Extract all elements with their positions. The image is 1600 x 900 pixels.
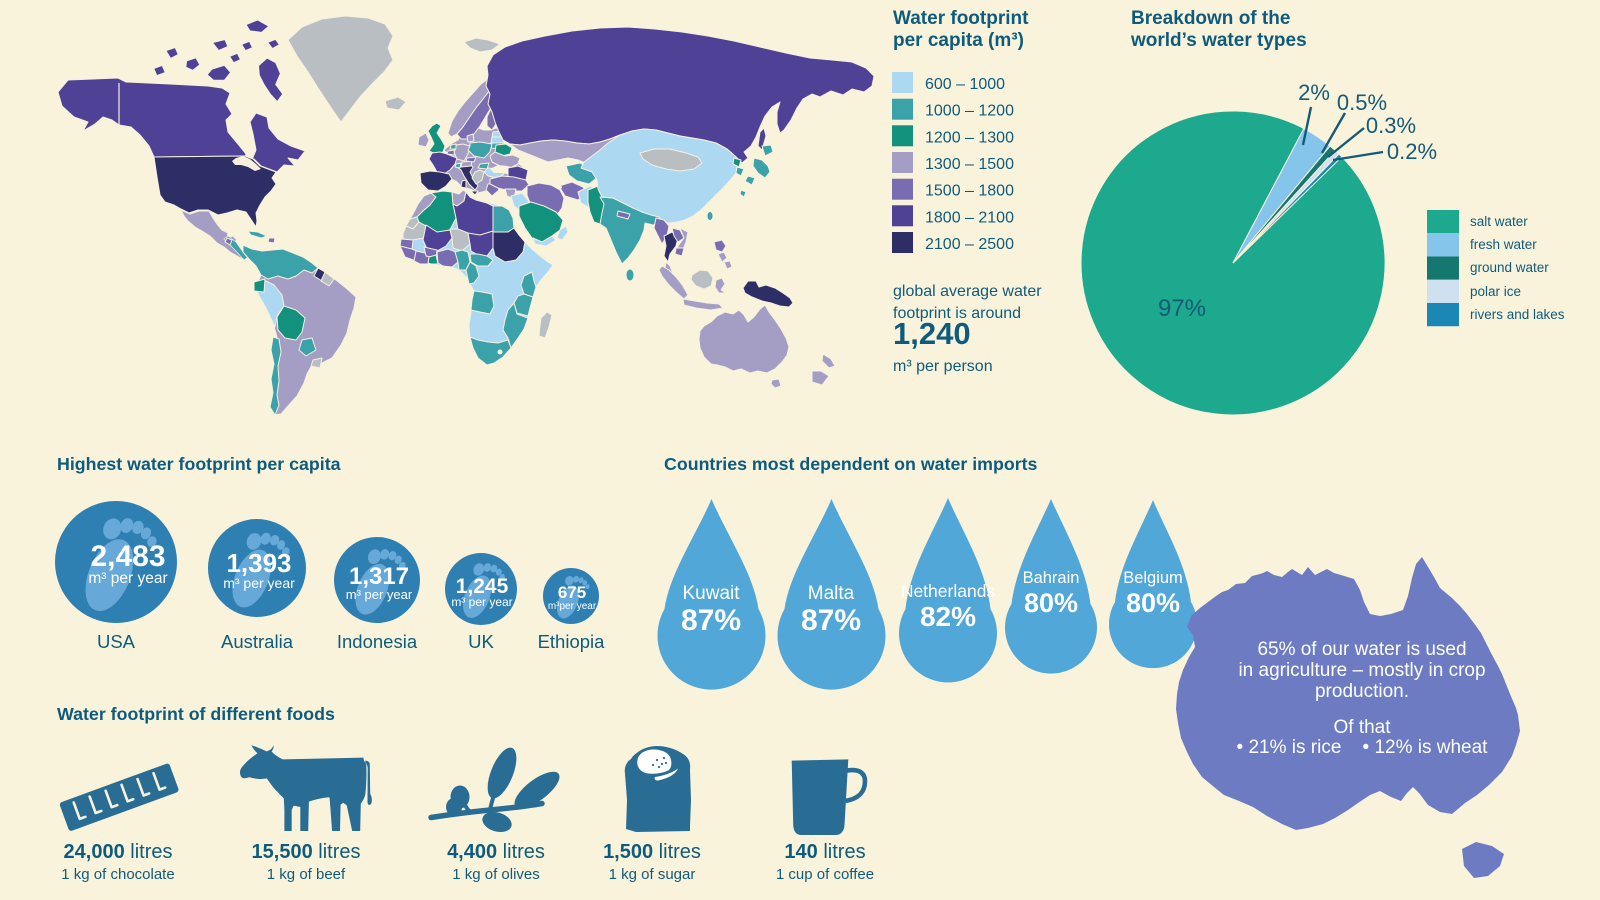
svg-text:Australia: Australia <box>221 631 294 652</box>
svg-text:1 kg of sugar: 1 kg of sugar <box>609 866 696 883</box>
svg-text:Malta: Malta <box>808 583 855 604</box>
svg-text:4,400 litres: 4,400 litres <box>447 841 545 863</box>
svg-text:m³ per year: m³ per year <box>88 570 167 587</box>
svg-text:m³per year: m³per year <box>548 601 597 612</box>
svg-text:Highest water footprint per ca: Highest water footprint per capita <box>57 454 341 474</box>
svg-text:1,317: 1,317 <box>349 563 409 590</box>
svg-text:0.5%: 0.5% <box>1337 90 1387 115</box>
svg-text:ground water: ground water <box>1470 260 1549 275</box>
svg-text:80%: 80% <box>1126 588 1180 618</box>
svg-text:675: 675 <box>558 583 586 602</box>
svg-text:Kuwait: Kuwait <box>682 583 740 604</box>
svg-text:world’s water types: world’s water types <box>1130 30 1307 51</box>
svg-text:2,483: 2,483 <box>90 540 165 573</box>
svg-text:1200 – 1300: 1200 – 1300 <box>925 129 1014 146</box>
svg-text:• 21% is rice • 12% is whea: • 21% is rice • 12% is wheat <box>1237 737 1489 758</box>
svg-text:1 kg of beef: 1 kg of beef <box>267 866 346 883</box>
svg-text:1,393: 1,393 <box>226 548 291 578</box>
svg-text:1800 – 2100: 1800 – 2100 <box>925 209 1014 226</box>
svg-text:Indonesia: Indonesia <box>337 631 418 652</box>
svg-text:82%: 82% <box>920 601 976 632</box>
svg-text:1,240: 1,240 <box>893 316 971 351</box>
svg-text:600 – 1000: 600 – 1000 <box>925 76 1005 93</box>
svg-text:Breakdown of the: Breakdown of the <box>1131 8 1290 29</box>
svg-text:1 kg of chocolate: 1 kg of chocolate <box>61 866 174 883</box>
svg-text:USA: USA <box>97 631 136 652</box>
svg-text:0.3%: 0.3% <box>1366 113 1416 138</box>
svg-text:Netherlands: Netherlands <box>901 581 996 601</box>
svg-text:m³ per year: m³ per year <box>346 587 413 602</box>
svg-text:rivers and lakes: rivers and lakes <box>1470 307 1565 322</box>
svg-text:2%: 2% <box>1298 80 1330 105</box>
svg-text:m³ per year: m³ per year <box>451 595 512 609</box>
svg-text:1 cup of coffee: 1 cup of coffee <box>776 866 874 883</box>
svg-text:0.2%: 0.2% <box>1387 139 1437 164</box>
svg-text:fresh water: fresh water <box>1470 237 1537 252</box>
svg-text:in agriculture – mostly in cro: in agriculture – mostly in crop <box>1238 660 1485 681</box>
svg-text:m³ per person: m³ per person <box>893 358 993 375</box>
svg-text:1,500 litres: 1,500 litres <box>603 841 701 863</box>
svg-text:Belgium: Belgium <box>1123 569 1183 587</box>
svg-text:87%: 87% <box>681 604 741 637</box>
svg-text:salt water: salt water <box>1470 214 1528 229</box>
svg-text:global average water: global average water <box>893 283 1042 300</box>
svg-text:production.: production. <box>1315 681 1409 702</box>
svg-text:1000 – 1200: 1000 – 1200 <box>925 103 1014 120</box>
svg-text:Ethiopia: Ethiopia <box>538 631 606 652</box>
svg-text:1300 – 1500: 1300 – 1500 <box>925 156 1014 173</box>
svg-text:footprint is around: footprint is around <box>893 305 1021 322</box>
svg-text:Of that: Of that <box>1333 717 1391 738</box>
svg-text:87%: 87% <box>801 604 861 637</box>
svg-text:80%: 80% <box>1024 588 1078 618</box>
svg-text:140 litres: 140 litres <box>784 841 865 863</box>
svg-text:2100 – 2500: 2100 – 2500 <box>925 236 1014 253</box>
svg-text:UK: UK <box>468 631 494 652</box>
svg-text:65% of our water is used: 65% of our water is used <box>1257 639 1466 660</box>
svg-text:1500 – 1800: 1500 – 1800 <box>925 183 1014 200</box>
svg-text:15,500 litres: 15,500 litres <box>252 841 361 863</box>
svg-text:97%: 97% <box>1158 295 1206 322</box>
svg-text:24,000 litres: 24,000 litres <box>64 841 173 863</box>
svg-text:Water footprint: Water footprint <box>893 8 1029 29</box>
svg-text:Countries most dependent on wa: Countries most dependent on water import… <box>664 454 1038 474</box>
svg-text:1,245: 1,245 <box>456 575 509 598</box>
svg-text:polar ice: polar ice <box>1470 284 1521 299</box>
svg-text:Bahrain: Bahrain <box>1023 569 1080 587</box>
svg-text:1 kg of olives: 1 kg of olives <box>452 866 540 883</box>
svg-text:m³ per year: m³ per year <box>223 575 295 591</box>
svg-text:per capita (m³): per capita (m³) <box>893 30 1024 51</box>
svg-text:Water footprint of different f: Water footprint of different foods <box>57 704 335 724</box>
